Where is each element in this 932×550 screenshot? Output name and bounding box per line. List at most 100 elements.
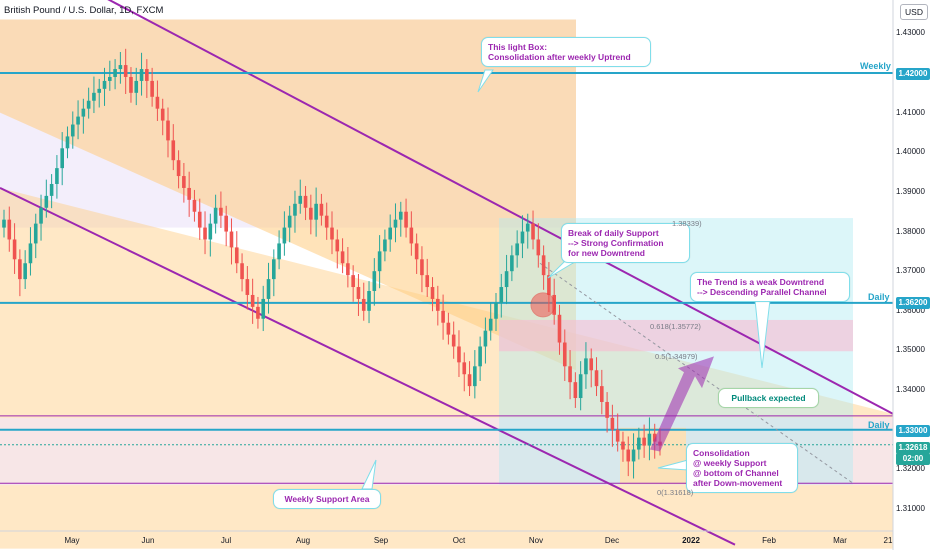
candle-body [44, 195, 49, 208]
callout-pullback: Pullback expected [718, 388, 819, 408]
candle-body [197, 211, 202, 228]
candle-body [245, 279, 250, 295]
candle-body [393, 219, 398, 228]
daily-upper-label: Daily [868, 292, 890, 302]
candle-body [361, 298, 366, 311]
fib-618-label: 0.618(1.35772) [650, 322, 701, 331]
candle-body [340, 251, 345, 264]
candle-body [367, 291, 371, 311]
candle-body [65, 136, 70, 149]
candle-body [303, 195, 308, 208]
candle-body [600, 386, 604, 402]
candle-body [314, 203, 318, 220]
candle-body [610, 417, 615, 430]
candle-body [139, 69, 144, 81]
candle-body [473, 366, 477, 387]
candle-body [49, 183, 54, 196]
callout-line: Break of daily Support [568, 228, 659, 238]
y-tick-label: 1.32000 [896, 464, 925, 474]
weekly-level-label: Weekly [860, 61, 891, 71]
candle-body [441, 310, 445, 323]
candle-body [108, 76, 112, 81]
candle-body [652, 433, 657, 442]
callout-line: @ bottom of Channel [693, 468, 779, 478]
candle-body [346, 263, 350, 276]
candle-body [605, 401, 609, 418]
candle-body [404, 211, 408, 228]
candle-body [499, 287, 504, 303]
candle-body [171, 140, 176, 161]
candle-body [55, 168, 59, 184]
candle-body [33, 223, 38, 244]
y-tick-label: 1.39000 [896, 186, 925, 196]
candle-body [398, 211, 403, 220]
candle-body [324, 215, 329, 228]
candle-body [372, 271, 377, 291]
candle-body [621, 441, 625, 450]
currency-button[interactable]: USD [900, 4, 928, 20]
candle-body [446, 322, 451, 335]
callout-weak-downtrend: The Trend is a weak Downtrend --> Descen… [690, 272, 850, 302]
candle-body [192, 199, 197, 212]
daily-lower-label: Daily [868, 420, 890, 430]
candle-body [525, 223, 530, 232]
candle-body [81, 108, 86, 117]
candle-body [256, 306, 260, 319]
candle-body [213, 207, 218, 224]
candle-body [420, 259, 424, 276]
callout-line: after Down-movement [693, 478, 783, 488]
candle-body [494, 302, 498, 319]
y-tick-label: 1.38000 [896, 226, 925, 236]
fib-top-label: 1.38339) [672, 219, 702, 228]
candle-body [409, 227, 414, 244]
candle-body [7, 219, 12, 240]
candle-body [187, 187, 191, 200]
candle-body [76, 116, 80, 125]
candle-body [335, 239, 340, 252]
y-tick-label: 1.34000 [896, 385, 925, 395]
candle-body [467, 374, 472, 387]
callout-line: --> Descending Parallel Channel [697, 287, 827, 297]
daily-lower-price-label: 1.33000 [896, 425, 930, 437]
candle-body [520, 231, 525, 244]
candle-body [123, 65, 128, 77]
candle-body [60, 148, 64, 169]
callout-line: @ weekly Support [693, 458, 767, 468]
candle-body [229, 231, 234, 248]
candle-body [39, 207, 43, 224]
callout-weekly-support: Weekly Support Area [273, 489, 381, 509]
candle-body [266, 279, 271, 299]
candle-body [155, 96, 160, 109]
candle-body [203, 227, 207, 240]
countdown-label: 02:00 [896, 453, 930, 465]
callout-line: --> Strong Confirmation [568, 238, 664, 248]
candle-body [414, 243, 419, 260]
candle-body [541, 255, 546, 276]
light-box-pointer [477, 69, 494, 93]
y-tick-label: 1.35000 [896, 345, 925, 355]
x-tick-label: Feb [762, 536, 776, 545]
y-tick-label: 1.43000 [896, 28, 925, 38]
callout-line: Consolidation [693, 448, 750, 458]
candle-body [377, 251, 382, 272]
x-tick-label: Dec [604, 536, 620, 545]
break-support-circle [530, 292, 556, 318]
candle-body [234, 247, 239, 264]
candle-body [277, 243, 281, 260]
candle-body [118, 65, 123, 70]
candle-body [515, 243, 519, 256]
candle-body [150, 80, 154, 97]
candle-body [615, 429, 620, 442]
candle-body [102, 80, 107, 89]
candle-body [478, 346, 482, 367]
candle-body [436, 298, 440, 311]
x-tick-label: Jul [220, 536, 232, 545]
candle-body [356, 287, 361, 299]
candle-body [298, 195, 303, 204]
orange-zone-upper [0, 19, 576, 371]
callout-break-support: Break of daily Support --> Strong Confir… [561, 223, 690, 263]
y-tick-label: 1.40000 [896, 147, 925, 157]
trend-projection-line [539, 262, 854, 484]
